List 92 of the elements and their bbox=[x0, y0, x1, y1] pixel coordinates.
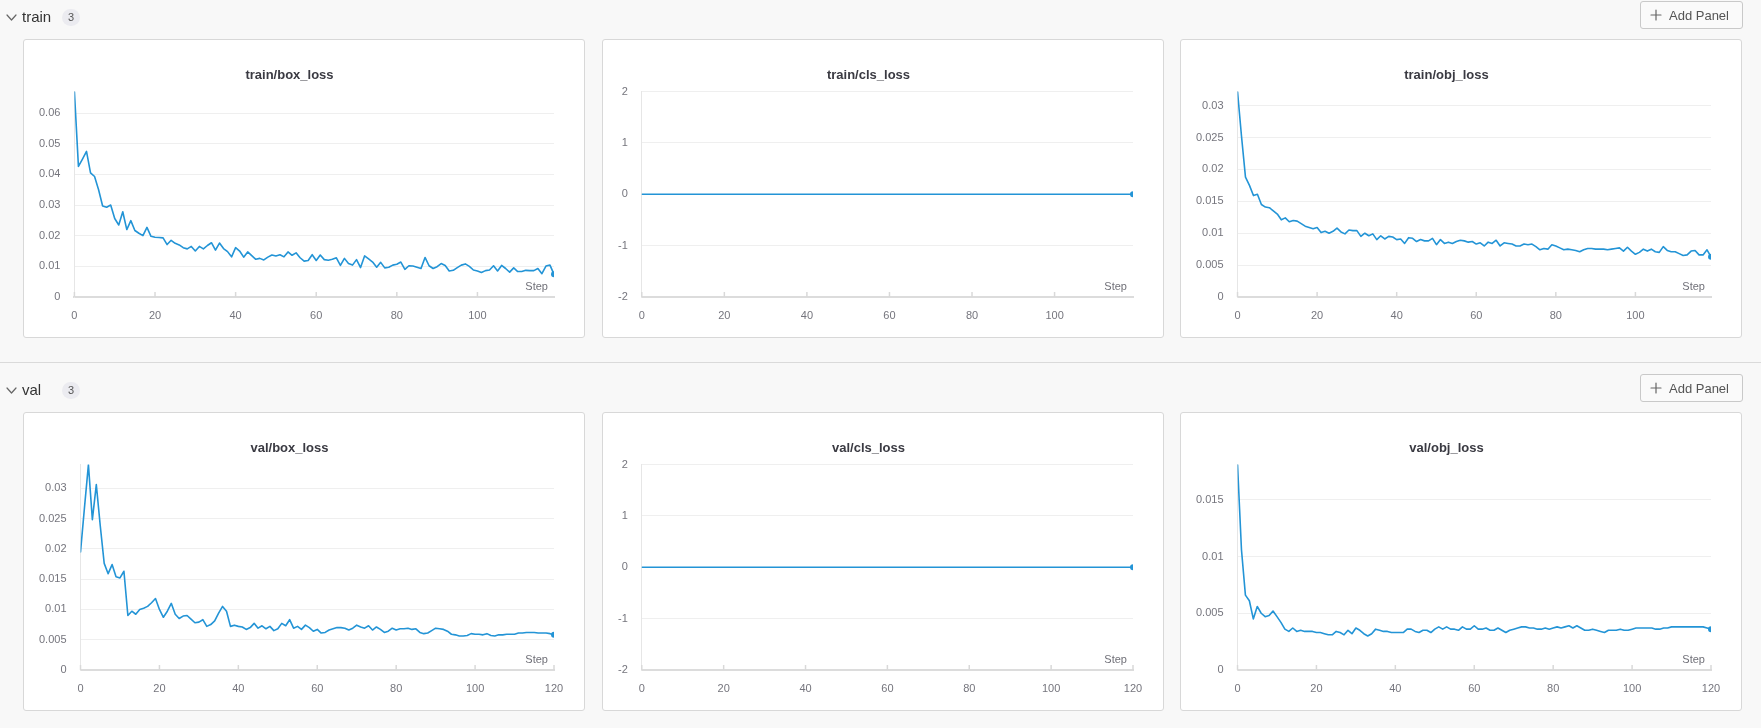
chart-title: val/cls_loss bbox=[832, 440, 905, 456]
y-tick-label: 0.06 bbox=[38, 106, 61, 119]
y-tick-label: 0.015 bbox=[39, 572, 67, 585]
chart-title: train/obj_loss bbox=[1404, 67, 1489, 83]
x-tick-label: 20 bbox=[1310, 681, 1323, 694]
x-tick-label: 0 bbox=[638, 681, 645, 694]
x-tick-label: 120 bbox=[1701, 681, 1721, 694]
y-tick-label: 0.03 bbox=[45, 481, 67, 494]
text: val bbox=[22, 381, 42, 399]
y-tick-label: 0.015 bbox=[1196, 194, 1224, 207]
y-tick-label: 2 bbox=[621, 84, 628, 97]
y-tick-label: 0.04 bbox=[38, 167, 61, 180]
x-tick-label: 100 bbox=[1041, 681, 1061, 694]
y-tick-label: -1 bbox=[618, 238, 628, 251]
x-axis-title: Step bbox=[1104, 280, 1127, 292]
x-axis-title: Step bbox=[525, 280, 548, 292]
x-tick-label: 20 bbox=[153, 681, 166, 694]
x-tick-label: 40 bbox=[1390, 308, 1403, 321]
y-tick-label: 0.025 bbox=[39, 511, 67, 524]
chart-title: val/obj_loss bbox=[1409, 440, 1484, 456]
x-tick-label: 80 bbox=[1549, 308, 1562, 321]
y-tick-label: 0 bbox=[1217, 663, 1224, 676]
x-tick-label: 0 bbox=[71, 308, 78, 321]
y-tick-label: 0 bbox=[621, 560, 628, 573]
y-tick-label: 0.02 bbox=[45, 541, 67, 554]
x-tick-label: 80 bbox=[963, 681, 976, 694]
x-tick-label: 20 bbox=[1310, 308, 1324, 321]
x-tick-label: 60 bbox=[883, 308, 896, 321]
x-tick-label: 80 bbox=[1547, 681, 1560, 694]
y-tick-label: -2 bbox=[618, 290, 628, 303]
chart-title: train/cls_loss bbox=[826, 67, 911, 83]
text: 3 bbox=[68, 384, 75, 397]
y-tick-label: 0 bbox=[621, 187, 628, 200]
text: train bbox=[22, 8, 52, 26]
x-tick-label: 100 bbox=[1622, 681, 1642, 694]
y-tick-label: 0 bbox=[1217, 290, 1224, 303]
x-axis-title: Step bbox=[525, 653, 548, 665]
y-tick-label: 1 bbox=[621, 508, 628, 521]
x-tick-label: 100 bbox=[468, 308, 487, 321]
y-tick-label: 0.01 bbox=[45, 602, 67, 615]
x-tick-label: 100 bbox=[1045, 308, 1064, 321]
x-tick-label: 0 bbox=[638, 308, 645, 321]
x-tick-label: 0 bbox=[77, 681, 84, 694]
chart-title: train/box_loss bbox=[245, 67, 334, 83]
x-tick-label: 20 bbox=[717, 681, 730, 694]
x-axis-title: Step bbox=[1104, 653, 1127, 665]
x-tick-label: 60 bbox=[310, 308, 323, 321]
y-tick-label: 0.01 bbox=[38, 259, 61, 272]
y-tick-label: 0.05 bbox=[38, 136, 61, 149]
y-tick-label: 0.01 bbox=[1202, 226, 1224, 239]
y-tick-label: 0 bbox=[54, 290, 61, 303]
x-tick-label: 60 bbox=[881, 681, 894, 694]
add-button[interactable]: Add Panel bbox=[1640, 1, 1743, 29]
x-tick-label: 80 bbox=[390, 681, 403, 694]
x-tick-label: 80 bbox=[390, 308, 403, 321]
x-tick-label: 60 bbox=[1468, 681, 1481, 694]
y-tick-label: -2 bbox=[618, 663, 628, 676]
y-tick-label: 2 bbox=[621, 457, 628, 470]
x-tick-label: 40 bbox=[800, 308, 814, 321]
y-tick-label: -1 bbox=[618, 611, 628, 624]
y-tick-label: 0.015 bbox=[1196, 492, 1224, 505]
x-tick-label: 20 bbox=[718, 308, 731, 321]
y-tick-label: 0.02 bbox=[38, 228, 61, 241]
x-tick-label: 40 bbox=[232, 681, 245, 694]
x-tick-label: 20 bbox=[148, 308, 162, 321]
x-tick-label: 60 bbox=[311, 681, 324, 694]
x-tick-label: 120 bbox=[1123, 681, 1143, 694]
y-tick-label: 0.03 bbox=[1202, 98, 1224, 111]
y-tick-label: 0.005 bbox=[1196, 606, 1224, 619]
text: 3 bbox=[68, 11, 75, 24]
x-tick-label: 0 bbox=[1234, 308, 1241, 321]
y-tick-label: 0 bbox=[60, 663, 67, 676]
x-tick-label: 120 bbox=[544, 681, 564, 694]
y-tick-label: 0.005 bbox=[39, 632, 67, 645]
y-tick-label: 0.01 bbox=[1202, 549, 1224, 562]
y-tick-label: 0.005 bbox=[1196, 258, 1224, 271]
x-axis-title: Step bbox=[1682, 653, 1705, 665]
x-tick-label: 60 bbox=[1470, 308, 1483, 321]
x-tick-label: 100 bbox=[1626, 308, 1645, 321]
y-tick-label: 1 bbox=[621, 135, 628, 148]
y-tick-label: 0.02 bbox=[1202, 162, 1224, 175]
x-axis-title: Step bbox=[1682, 280, 1705, 292]
x-tick-label: 40 bbox=[799, 681, 812, 694]
x-tick-label: 0 bbox=[1234, 681, 1241, 694]
x-tick-label: 80 bbox=[965, 308, 979, 321]
x-tick-label: 40 bbox=[229, 308, 242, 321]
chart-title: val/box_loss bbox=[250, 440, 329, 456]
add-button[interactable]: Add Panel bbox=[1640, 374, 1743, 402]
y-tick-label: 0.03 bbox=[38, 198, 61, 211]
x-tick-label: 100 bbox=[465, 681, 485, 694]
y-tick-label: 0.025 bbox=[1196, 130, 1224, 143]
x-tick-label: 40 bbox=[1389, 681, 1402, 694]
